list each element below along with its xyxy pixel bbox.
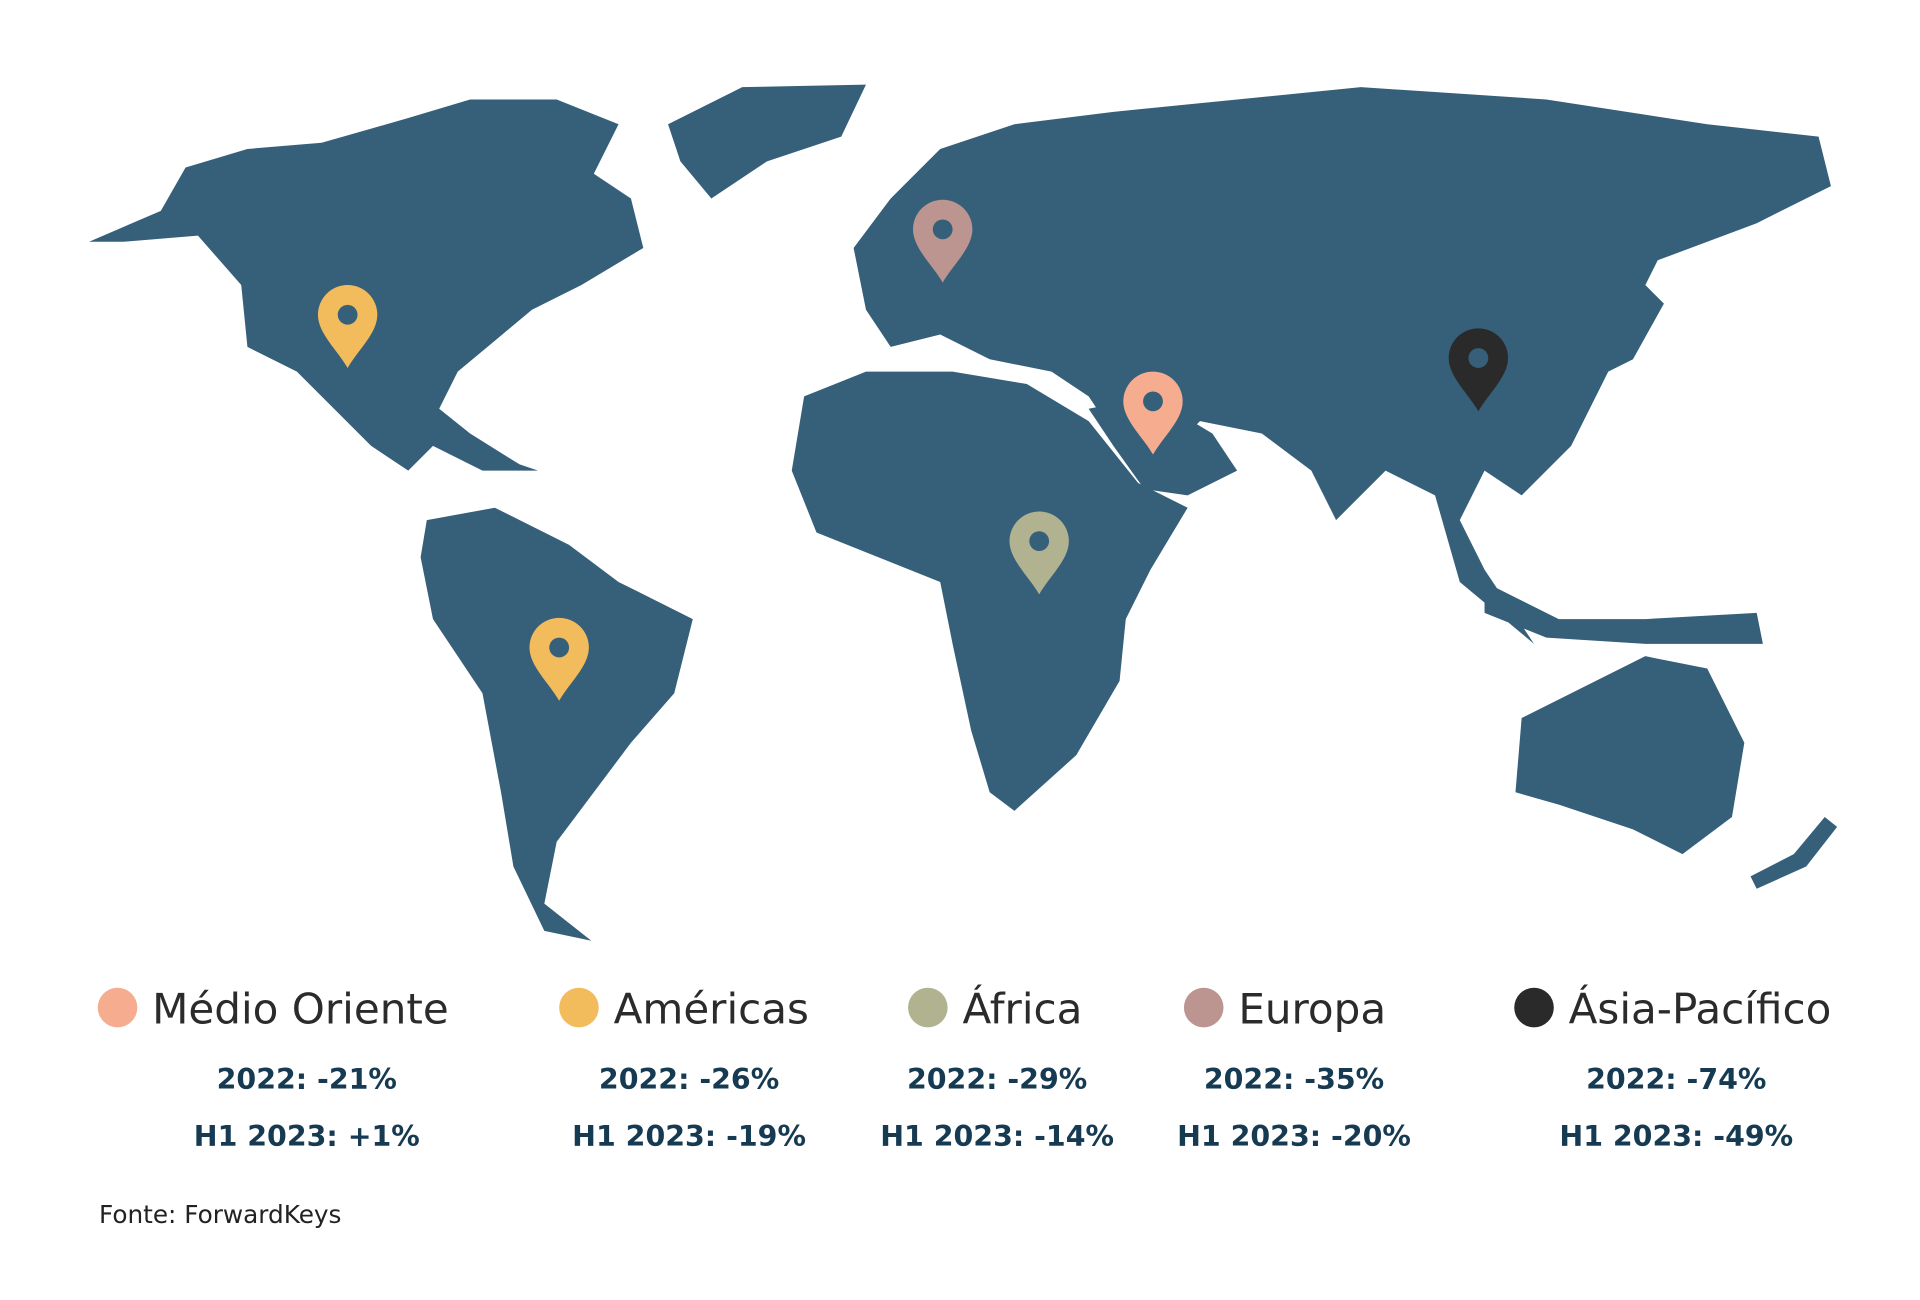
pin-hole	[1468, 348, 1489, 368]
stat-h1-2023: H1 2023: -14%	[880, 1120, 1114, 1153]
pin-hole	[1029, 531, 1050, 552]
new-zealand	[1750, 817, 1838, 889]
pins	[317, 199, 1509, 701]
legend-item: Ásia-Pacífico 2022: -74% H1 2023: -49%	[1514, 984, 1831, 1153]
japan	[1608, 285, 1664, 372]
legend-item: África 2022: -29% H1 2023: -14%	[880, 984, 1114, 1153]
pin-body	[912, 199, 973, 283]
stat-2022: 2022: -21%	[217, 1063, 397, 1096]
legend: Médio Oriente 2022: -21% H1 2023: +1% Améri…	[97, 984, 1831, 1153]
legend-dot	[97, 987, 138, 1028]
indonesia	[1484, 581, 1763, 644]
legend-dot	[559, 987, 599, 1028]
pin	[912, 199, 973, 283]
legend-dot	[1183, 987, 1224, 1028]
australia	[1515, 656, 1745, 855]
eurasia	[853, 87, 1831, 644]
pin	[1123, 371, 1183, 455]
stat-h1-2023: H1 2023: -20%	[1177, 1120, 1411, 1153]
pin-body	[529, 617, 589, 701]
world-map	[89, 84, 1838, 941]
pin-hole	[932, 219, 953, 240]
pin-hole	[549, 637, 570, 658]
arabia	[1088, 396, 1238, 496]
legend-dot	[908, 987, 948, 1028]
region-name: Américas	[614, 985, 809, 1034]
legend-dot	[1514, 987, 1554, 1028]
africa	[791, 371, 1188, 811]
pin	[317, 285, 378, 368]
region-name: Europa	[1238, 985, 1386, 1034]
pin-hole	[337, 304, 358, 325]
pin-body	[317, 285, 378, 368]
pin	[1009, 511, 1069, 595]
region-name: Ásia-Pacífico	[1569, 984, 1832, 1034]
legend-item: Médio Oriente 2022: -21% H1 2023: +1%	[97, 985, 449, 1153]
stat-h1-2023: H1 2023: -19%	[572, 1120, 806, 1153]
stat-2022: 2022: -74%	[1586, 1063, 1766, 1096]
south-america	[420, 507, 693, 941]
greenland	[668, 84, 866, 199]
stat-2022: 2022: -29%	[907, 1063, 1087, 1096]
stat-2022: 2022: -26%	[599, 1063, 779, 1096]
stat-h1-2023: H1 2023: +1%	[194, 1120, 420, 1153]
pin-hole	[1143, 391, 1163, 412]
region-name: África	[962, 984, 1082, 1034]
stat-2022: 2022: -35%	[1204, 1063, 1384, 1096]
uk	[872, 210, 910, 267]
pin-body	[1009, 511, 1069, 595]
north-america	[89, 99, 644, 471]
legend-item: Américas 2022: -26% H1 2023: -19%	[559, 985, 809, 1153]
stat-h1-2023: H1 2023: -49%	[1559, 1120, 1793, 1153]
pin-body	[1123, 371, 1183, 455]
pin-body	[1448, 328, 1509, 412]
pin	[1448, 328, 1509, 412]
pin	[529, 617, 589, 701]
region-name: Médio Oriente	[152, 985, 449, 1034]
source: Fonte: ForwardKeys	[99, 1200, 341, 1229]
legend-item: Europa 2022: -35% H1 2023: -20%	[1177, 985, 1411, 1153]
